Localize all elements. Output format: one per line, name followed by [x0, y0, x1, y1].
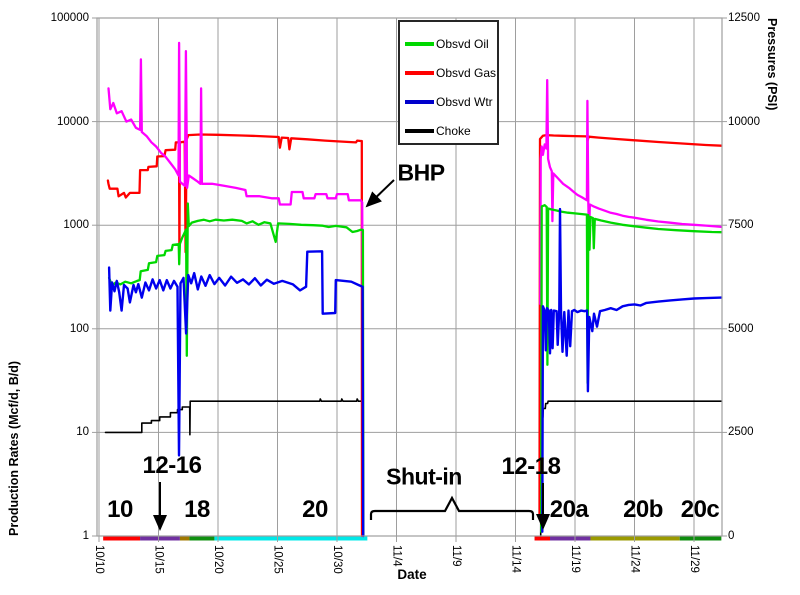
x-tick-label: 11/29 — [688, 545, 700, 573]
choke-line-swatch — [405, 128, 434, 133]
y-left-tick-label: 1000 — [63, 219, 89, 232]
shut-in-brace — [369, 495, 535, 520]
data-series — [104, 41, 723, 538]
legend-item-gas: Obsvd Gas — [400, 58, 497, 87]
annotation-shutin: Shut-in — [386, 463, 462, 490]
x-tick-label: 11/9 — [450, 545, 462, 567]
y-left-tick-label: 10 — [76, 426, 89, 439]
legend-label-gas: Obsvd Gas — [436, 65, 497, 80]
y-right-tick-label: 10000 — [728, 115, 760, 128]
legend-label-wtr: Obsvd Wtr — [436, 94, 493, 109]
x-tick-label: 10/10 — [93, 545, 105, 574]
x-axis-title: Date — [397, 567, 427, 582]
y-axis-title-right: Pressures (PSI) — [765, 18, 779, 111]
y-left-tick-label: 100 — [69, 322, 89, 335]
y-right-tick-label: 2500 — [728, 426, 754, 439]
legend-item-oil: Obsvd Oil — [400, 29, 497, 58]
y-left-tick-label: 10000 — [57, 115, 89, 128]
annotation-l20c: 20c — [680, 496, 720, 523]
annotation-arrow-bhp — [365, 179, 395, 208]
y-right-tick-label: 12500 — [728, 12, 760, 24]
x-tick-label: 10/20 — [212, 545, 224, 574]
legend-label-choke: Choke — [436, 123, 471, 138]
y-right-tick-label: 0 — [728, 530, 735, 542]
x-tick-label: 10/15 — [152, 545, 165, 574]
oil-line-swatch — [405, 41, 434, 46]
series-choke — [104, 398, 364, 537]
annotation-l10: 10 — [107, 496, 133, 523]
y-left-tick-label: 1 — [82, 530, 89, 542]
series-obsvd-oil — [540, 204, 723, 533]
series-bhp — [539, 79, 723, 306]
x-tick-label: 11/14 — [509, 545, 522, 573]
legend-item-choke: Choke — [400, 116, 497, 145]
y-left-tick-label: 100000 — [50, 12, 89, 24]
y-right-tick-label: 7500 — [728, 219, 754, 232]
annotation-l20b: 20b — [623, 496, 663, 523]
y-right-tick-label: 5000 — [728, 322, 754, 335]
annotation-l20a: 20a — [549, 496, 589, 523]
annotation-l1218: 12-18 — [501, 453, 561, 480]
annotation-bhp: BHP — [397, 159, 445, 186]
y-axis-title-left: Production Rates (Mcf/d, B/d) — [7, 361, 21, 536]
x-tick-label: 10/25 — [271, 545, 284, 574]
series-obsvd-oil — [107, 202, 365, 538]
gas-line-swatch — [405, 70, 434, 75]
annotation-l20: 20 — [302, 496, 328, 523]
legend-label-oil: Obsvd Oil — [436, 36, 489, 51]
annotation-l1216: 12-16 — [142, 452, 202, 479]
x-tick-label: 11/4 — [390, 545, 403, 567]
legend: Obsvd Oil Obsvd Gas Obsvd Wtr Choke — [398, 20, 499, 145]
plot-border — [96, 17, 723, 537]
annotation-l18: 18 — [184, 496, 210, 523]
series-obsvd-wtr — [107, 250, 365, 538]
wtr-line-swatch — [405, 99, 434, 104]
annotation-shapes — [153, 179, 550, 531]
series-bhp — [107, 41, 364, 322]
axes-frame — [92, 17, 727, 542]
legend-item-wtr: Obsvd Wtr — [400, 87, 497, 116]
x-tick-label: 10/30 — [331, 545, 343, 574]
x-tick-label: 11/19 — [569, 545, 581, 573]
series-obsvd-wtr — [541, 207, 723, 533]
x-tick-label: 11/24 — [628, 545, 641, 573]
